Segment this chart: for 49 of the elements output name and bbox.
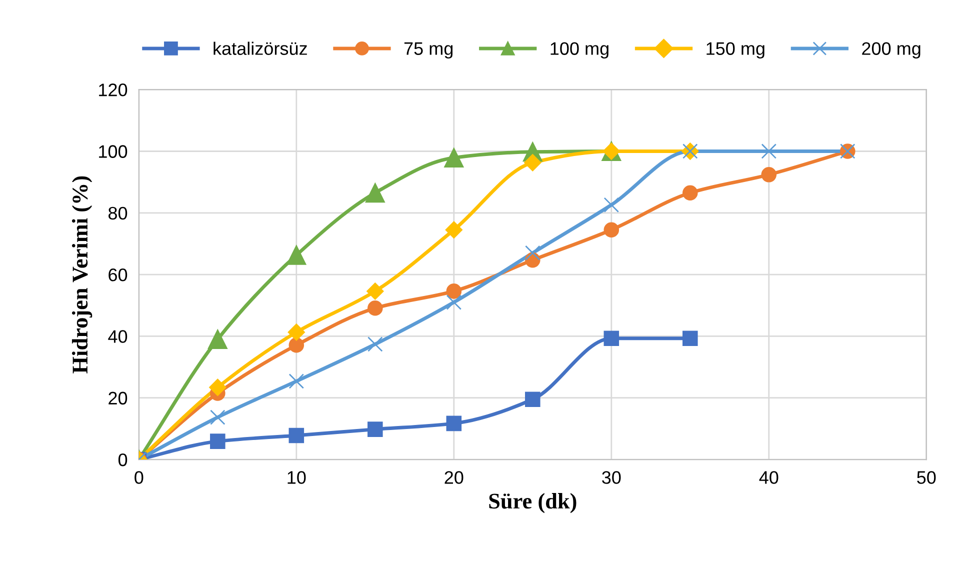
y-tick-label: 20 [108, 392, 128, 405]
y-axis-title: Hidrojen Verimi (%) [72, 176, 92, 374]
x-tick-label: 40 [759, 471, 778, 484]
point [210, 434, 226, 449]
y-tick-label: 100 [99, 145, 128, 158]
point [209, 378, 226, 396]
point [604, 197, 620, 213]
point [525, 245, 540, 261]
point [761, 167, 777, 182]
legend-label: 200 mg [862, 42, 920, 59]
point [446, 284, 462, 299]
point [210, 410, 226, 425]
y-tick-label: 60 [108, 268, 128, 282]
point [604, 330, 620, 346]
y-tick-label: 0 [118, 453, 128, 466]
point [365, 183, 385, 203]
x-tick-label: 50 [917, 471, 936, 484]
point [525, 392, 540, 408]
x-tick-label: 10 [288, 471, 306, 484]
point [368, 300, 383, 316]
point [761, 144, 777, 159]
point [604, 222, 620, 238]
point [368, 336, 383, 352]
x-tick-label: 20 [444, 471, 464, 484]
point [445, 221, 462, 238]
point [444, 148, 464, 168]
point [682, 185, 698, 200]
point [446, 294, 462, 310]
y-tick-label: 40 [108, 330, 128, 343]
point [208, 330, 228, 350]
point [288, 338, 304, 353]
point [446, 416, 462, 432]
point [682, 330, 698, 346]
legend-label: 75 mg [404, 42, 453, 59]
x-tick-label: 0 [134, 471, 144, 484]
legend-label: 150 mg [706, 42, 764, 59]
point [286, 245, 306, 265]
y-tick-label: 120 [99, 84, 128, 96]
x-axis-title: Süre (dk) [489, 493, 576, 514]
point [524, 154, 542, 172]
y-tick-label: 80 [108, 206, 128, 220]
point [288, 374, 304, 389]
point [288, 324, 305, 341]
point [366, 282, 384, 300]
point [288, 428, 304, 444]
legend-label: katalizörsüz [214, 42, 307, 55]
x-tick-label: 30 [602, 471, 621, 484]
point [368, 422, 383, 437]
legend-label: 100 mg [550, 42, 608, 59]
